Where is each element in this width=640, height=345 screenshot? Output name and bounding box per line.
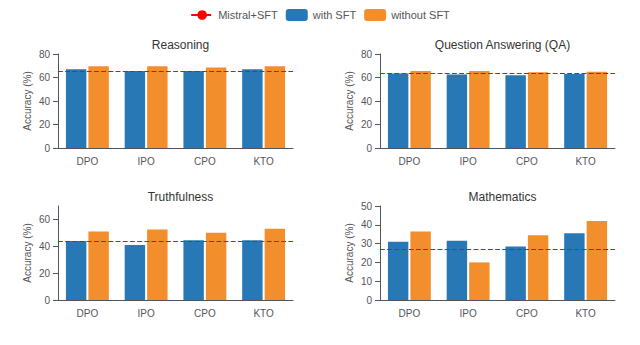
svg-text:DPO: DPO	[77, 308, 99, 319]
svg-text:Mathematics: Mathematics	[468, 190, 536, 204]
svg-text:Accuracy (%): Accuracy (%)	[344, 223, 355, 282]
svg-text:20: 20	[39, 119, 51, 130]
svg-text:0: 0	[44, 295, 50, 306]
svg-text:Accuracy (%): Accuracy (%)	[22, 223, 33, 282]
svg-text:without SFT: without SFT	[390, 9, 450, 21]
svg-text:KTO: KTO	[575, 308, 596, 319]
svg-text:IPO: IPO	[460, 156, 477, 167]
svg-text:60: 60	[39, 72, 51, 83]
svg-text:20: 20	[361, 119, 373, 130]
svg-text:0: 0	[366, 295, 372, 306]
svg-text:20: 20	[361, 257, 373, 268]
svg-text:Mistral+SFT: Mistral+SFT	[218, 9, 278, 21]
svg-text:IPO: IPO	[460, 308, 477, 319]
svg-text:Reasoning: Reasoning	[152, 38, 209, 52]
svg-text:20: 20	[39, 268, 51, 279]
svg-text:DPO: DPO	[399, 156, 421, 167]
svg-text:KTO: KTO	[575, 156, 596, 167]
svg-text:0: 0	[366, 143, 372, 154]
svg-text:40: 40	[361, 96, 373, 107]
svg-text:with SFT: with SFT	[312, 9, 357, 21]
svg-text:40: 40	[39, 96, 51, 107]
svg-text:CPO: CPO	[516, 308, 538, 319]
svg-text:60: 60	[361, 72, 373, 83]
svg-text:0: 0	[44, 143, 50, 154]
svg-text:Question Answering (QA): Question Answering (QA)	[435, 38, 570, 52]
svg-text:CPO: CPO	[194, 156, 216, 167]
svg-text:Accuracy (%): Accuracy (%)	[22, 71, 33, 130]
svg-text:Truthfulness: Truthfulness	[148, 190, 214, 204]
svg-text:80: 80	[39, 49, 51, 60]
svg-text:Accuracy (%): Accuracy (%)	[344, 71, 355, 130]
svg-text:KTO: KTO	[253, 156, 274, 167]
svg-text:40: 40	[39, 241, 51, 252]
svg-text:50: 50	[361, 201, 373, 212]
svg-text:DPO: DPO	[77, 156, 99, 167]
svg-text:IPO: IPO	[138, 156, 155, 167]
svg-text:IPO: IPO	[138, 308, 155, 319]
svg-text:30: 30	[361, 238, 373, 249]
svg-text:DPO: DPO	[399, 308, 421, 319]
svg-text:CPO: CPO	[516, 156, 538, 167]
svg-text:CPO: CPO	[194, 308, 216, 319]
svg-text:40: 40	[361, 219, 373, 230]
svg-text:KTO: KTO	[253, 308, 274, 319]
svg-text:10: 10	[361, 276, 373, 287]
svg-text:80: 80	[361, 49, 373, 60]
svg-text:60: 60	[39, 214, 51, 225]
